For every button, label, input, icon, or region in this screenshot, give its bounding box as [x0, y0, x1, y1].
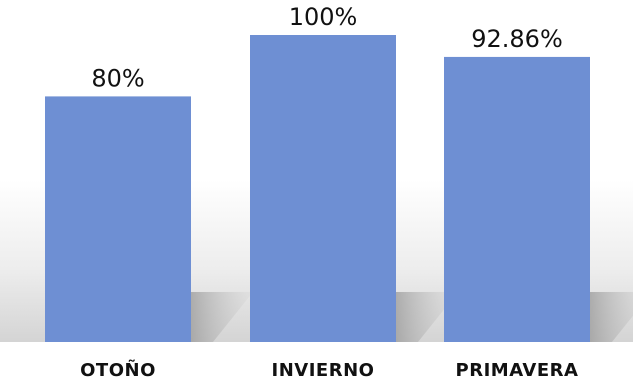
bar-shadow — [191, 292, 253, 342]
category-label: INVIERNO — [272, 360, 375, 381]
bar-shadows — [191, 292, 633, 342]
data-label: 100% — [289, 3, 358, 31]
bar-shadow — [396, 292, 458, 342]
bar — [444, 56, 590, 342]
bar — [45, 96, 191, 343]
value-labels: 80% 100% 92.86% — [91, 3, 562, 92]
category-label: PRIMAVERA — [456, 360, 579, 381]
category-labels: OTOÑO INVIERNO PRIMAVERA — [80, 358, 578, 381]
category-label: OTOÑO — [80, 358, 156, 381]
bar — [250, 35, 396, 342]
data-label: 80% — [91, 64, 144, 92]
data-label: 92.86% — [471, 25, 563, 53]
bar-shadow — [590, 292, 633, 342]
bars — [45, 35, 590, 343]
